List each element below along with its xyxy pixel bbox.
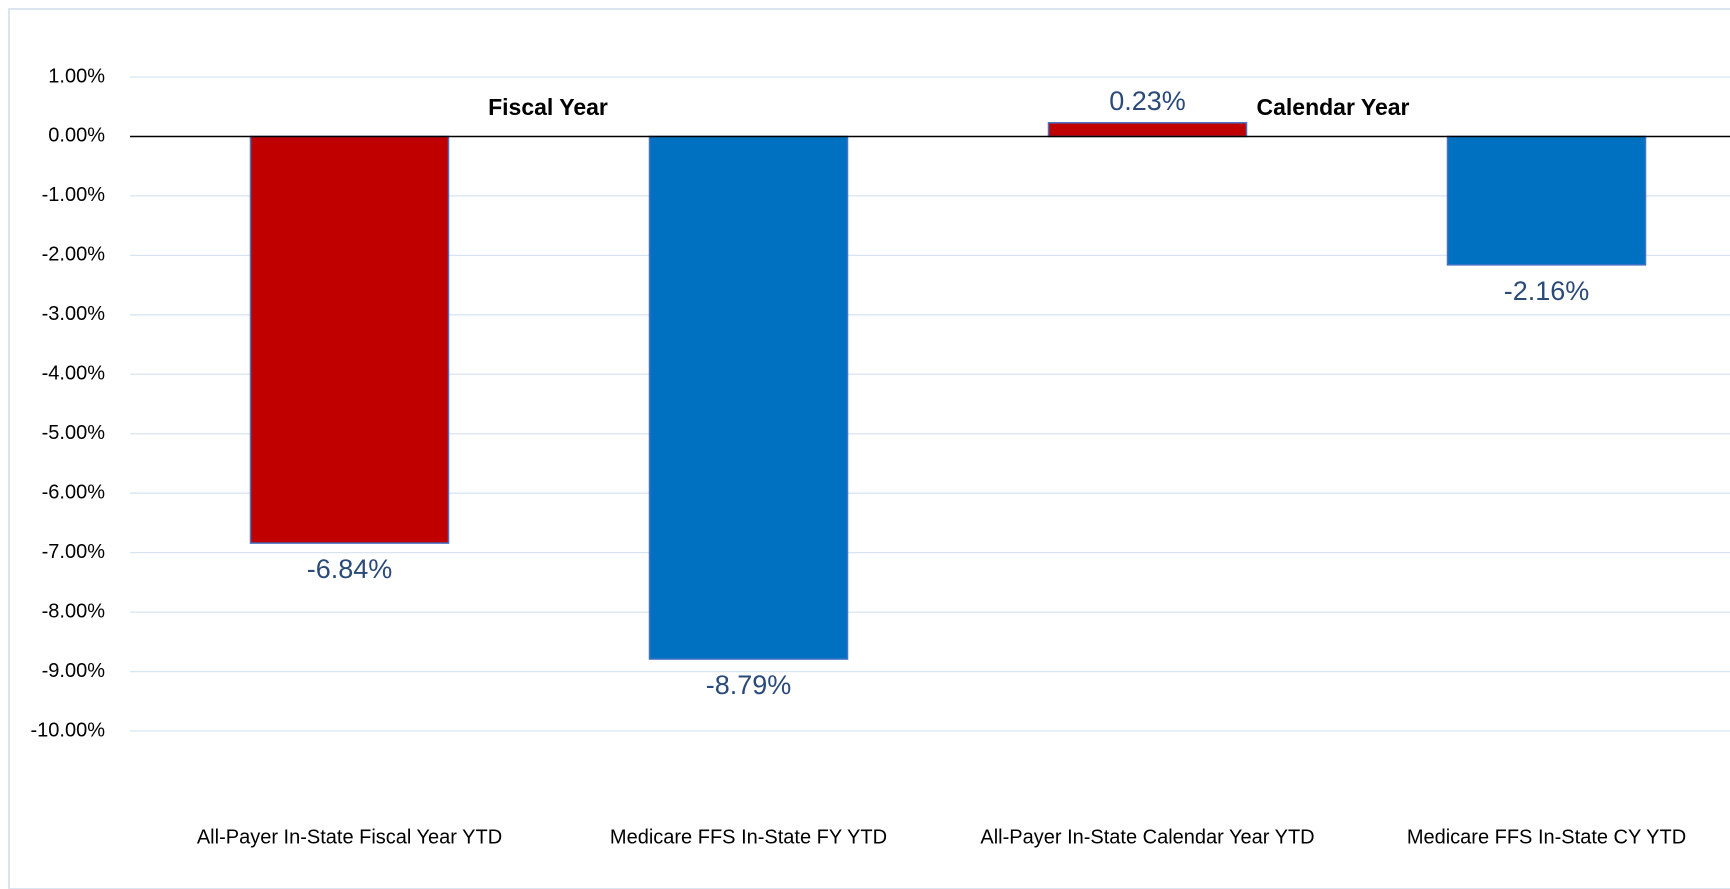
y-tick-label: -3.00% [42,303,106,325]
marks [249,122,1647,660]
x-tick-label: All-Payer In-State Fiscal Year YTD [197,826,502,848]
y-tick-label: -7.00% [42,541,106,563]
y-tick-label: -2.00% [42,244,106,266]
y-tick-label: -9.00% [42,660,106,682]
bar [1047,122,1248,138]
y-tick-label: -5.00% [42,422,106,444]
bar [249,135,450,544]
bar [648,135,849,660]
y-tick-label: 0.00% [48,125,105,147]
y-tick-label: 1.00% [48,65,105,87]
y-tick-label: -6.00% [42,481,106,503]
y-tick-label: -8.00% [42,600,106,622]
x-tick-label: All-Payer In-State Calendar Year YTD [980,826,1314,848]
annotation: Fiscal Year [488,94,608,120]
annotation: Calendar Year [1256,94,1409,120]
x-tick-label: Medicare FFS In-State FY YTD [610,826,887,848]
data-label: -8.79% [706,670,792,700]
bar [1446,135,1647,266]
data-label: -2.16% [1504,276,1590,306]
x-tick-label: Medicare FFS In-State CY YTD [1407,826,1686,848]
y-tick-label: -1.00% [42,184,106,206]
chart-border [8,8,1730,889]
y-tick-label: -4.00% [42,363,106,385]
data-label: 0.23% [1109,86,1186,116]
grid [130,76,1730,732]
y-tick-label: -10.00% [31,719,106,741]
data-label: -6.84% [307,554,393,584]
